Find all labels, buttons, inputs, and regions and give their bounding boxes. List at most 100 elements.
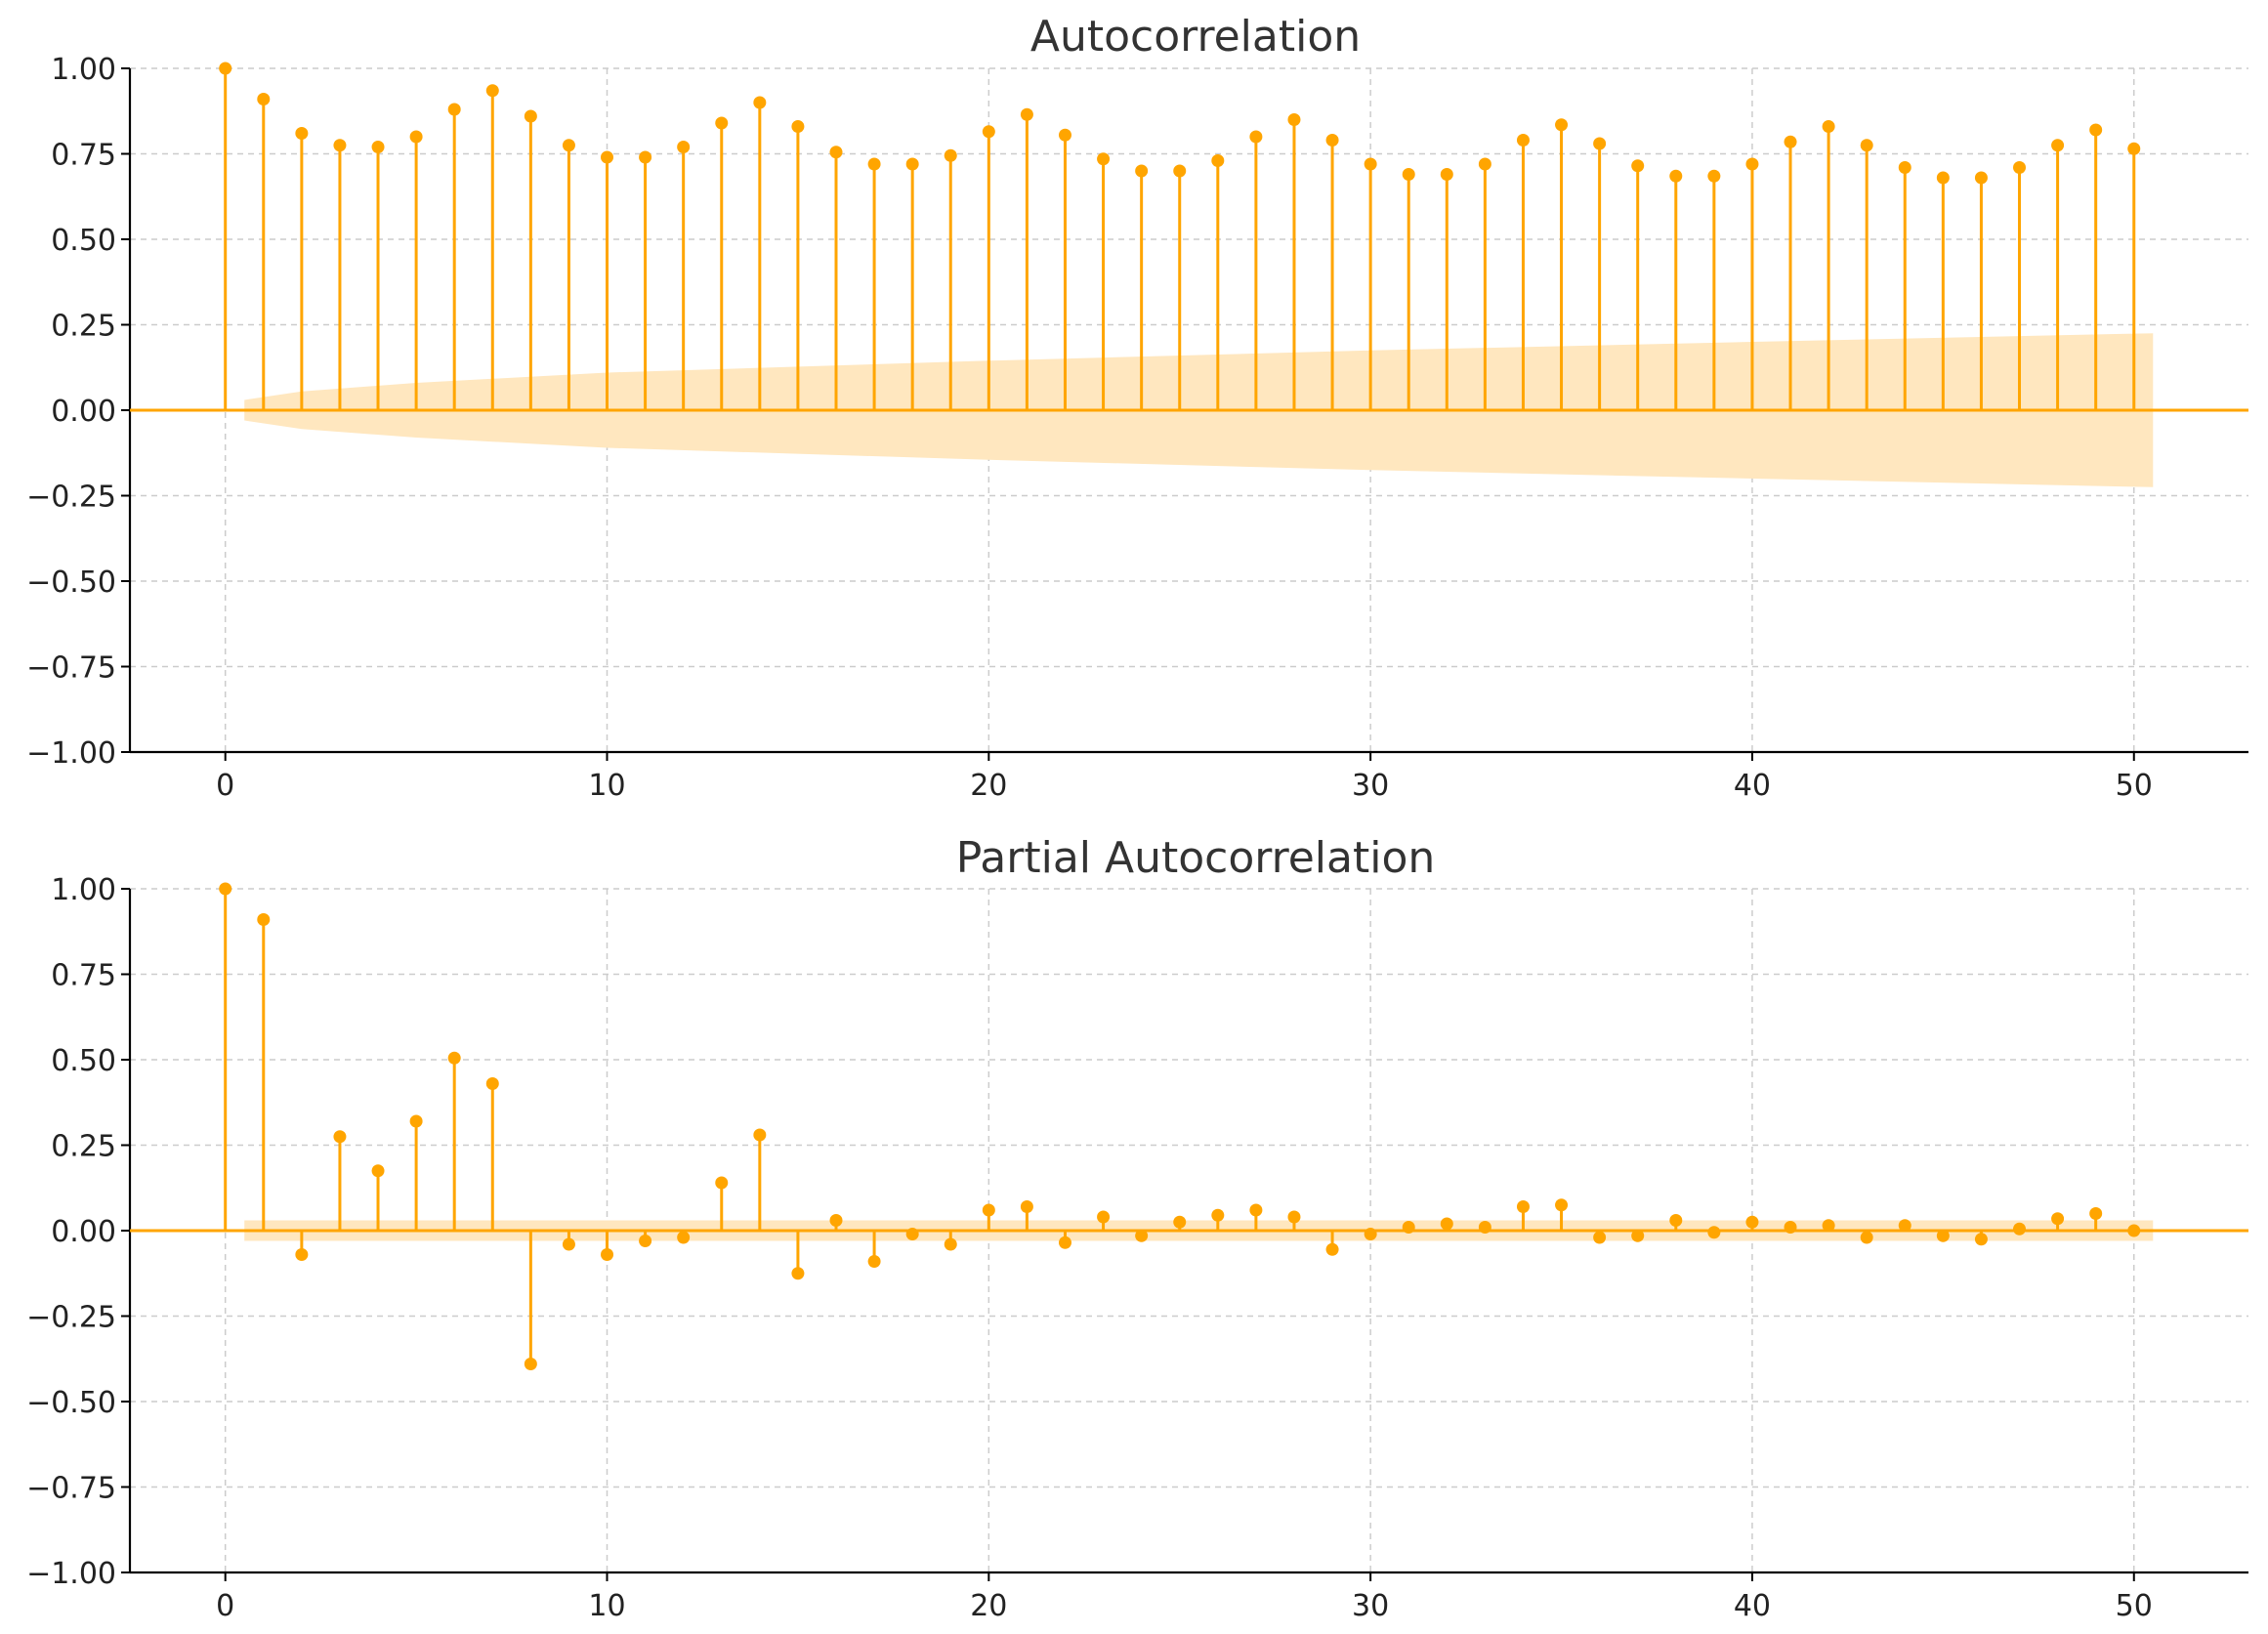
acf-x-tick-label: 30	[1352, 769, 1389, 803]
pacf-point	[1325, 1242, 1339, 1256]
acf-point	[524, 109, 537, 123]
pacf-point	[524, 1358, 537, 1370]
pacf-point	[867, 1255, 881, 1268]
acf-point	[1440, 168, 1453, 181]
pacf-x-tick-label: 20	[970, 1589, 1007, 1623]
pacf-point	[1555, 1198, 1569, 1212]
pacf-point	[219, 882, 232, 896]
acf-y-tick-label: 0.75	[51, 139, 116, 173]
acf-point	[1936, 171, 1950, 185]
acf-y-tick-label: −0.75	[26, 651, 116, 686]
acf-point	[791, 120, 805, 133]
pacf-title: Partial Autocorrelation	[956, 833, 1436, 883]
acf-point	[715, 116, 729, 130]
pacf-point	[1097, 1210, 1111, 1224]
acf-point	[1364, 157, 1377, 171]
acf-point	[1020, 107, 1033, 121]
pacf-point	[1173, 1215, 1187, 1229]
acf-x-tick-label: 10	[588, 769, 625, 803]
acf-point	[1135, 164, 1149, 178]
acf-point	[485, 84, 499, 98]
acf-point	[1974, 171, 1988, 185]
acf-point	[601, 150, 614, 164]
pacf-point	[1784, 1221, 1797, 1234]
acf-y-tick-label: −0.50	[26, 566, 116, 600]
pacf-point	[1898, 1219, 1911, 1233]
acf-point	[753, 96, 767, 109]
acf-point	[1287, 113, 1301, 126]
pacf-point	[1745, 1215, 1759, 1229]
acf-point	[2013, 161, 2027, 174]
acf-point	[1555, 118, 1569, 132]
acf-point	[257, 93, 271, 105]
pacf-point	[1364, 1228, 1377, 1240]
acf-y-tick-label: −1.00	[26, 736, 116, 771]
acf-point	[562, 139, 575, 152]
acf-point	[1593, 137, 1607, 150]
acf-point	[944, 148, 957, 162]
pacf-point	[753, 1128, 767, 1142]
pacf-point	[371, 1164, 385, 1178]
pacf-point	[905, 1228, 919, 1240]
pacf-point	[982, 1203, 995, 1217]
pacf-point	[677, 1231, 691, 1244]
pacf-point	[1058, 1236, 1071, 1249]
acf-point	[639, 150, 652, 164]
acf-point	[409, 130, 423, 144]
pacf-x-tick-label: 50	[2116, 1589, 2153, 1623]
pacf-point	[1440, 1217, 1453, 1231]
pacf-point	[1402, 1221, 1415, 1234]
pacf-y-tick-label: −0.50	[26, 1386, 116, 1420]
pacf-point	[1593, 1231, 1607, 1244]
pacf-point	[2127, 1224, 2141, 1237]
pacf-plot: 0 10 20 30 40 50 1.00 0.75 0.50 0.25 0.00 −0.25 −0.5…	[26, 833, 2248, 1623]
pacf-x-tick-label: 40	[1734, 1589, 1771, 1623]
acf-y-tick-label: 0.00	[51, 395, 116, 429]
acf-y-tick-label: 0.25	[51, 310, 116, 344]
acf-point	[371, 141, 385, 153]
pacf-y-tick-label: 0.25	[51, 1130, 116, 1164]
pacf-y-tick-label: −1.00	[26, 1557, 116, 1591]
acf-y-tick-label: −0.25	[26, 481, 116, 515]
acf-point	[333, 139, 347, 152]
pacf-x-tick-label: 10	[588, 1589, 625, 1623]
pacf-point	[829, 1214, 843, 1227]
pacf-y-tick-label: 1.00	[51, 873, 116, 907]
acf-point	[1173, 164, 1187, 178]
pacf-point	[1707, 1226, 1721, 1239]
pacf-point	[1135, 1229, 1149, 1242]
pacf-point	[639, 1235, 652, 1247]
pacf-y-tick-label: 0.00	[51, 1215, 116, 1249]
pacf-point	[562, 1237, 575, 1251]
acf-point	[1249, 130, 1263, 144]
acf-point	[867, 157, 881, 171]
acf-point	[1097, 152, 1111, 166]
pacf-point	[295, 1248, 309, 1261]
acf-x-tick-label: 50	[2116, 769, 2153, 803]
pacf-point	[1669, 1214, 1683, 1227]
pacf-y-tick-label: −0.25	[26, 1301, 116, 1335]
acf-plot: 0 10 20 30 40 50 1.00 0.75 0.50 0.25 0.00 −0.25 −0.5…	[26, 12, 2248, 803]
acf-point	[2051, 139, 2065, 152]
acf-point	[1478, 157, 1491, 171]
acf-point	[1784, 135, 1797, 148]
acf-point	[1822, 120, 1835, 133]
pacf-y-tick-label: 0.50	[51, 1044, 116, 1078]
acf-point	[829, 146, 843, 159]
pacf-point	[1860, 1231, 1873, 1244]
acf-y-tick-label: 1.00	[51, 53, 116, 87]
pacf-point	[447, 1051, 461, 1065]
acf-point	[1325, 134, 1339, 147]
pacf-point	[715, 1176, 729, 1190]
acf-point	[2089, 123, 2103, 137]
pacf-point	[1822, 1219, 1835, 1233]
pacf-point	[1020, 1200, 1033, 1213]
pacf-point	[2013, 1222, 2027, 1236]
pacf-point	[1249, 1203, 1263, 1217]
acf-point	[1058, 128, 1071, 142]
pacf-point	[1287, 1210, 1301, 1224]
acf-point	[1669, 169, 1683, 183]
acf-point	[1745, 157, 1759, 171]
acf-x-tick-label: 0	[216, 769, 234, 803]
